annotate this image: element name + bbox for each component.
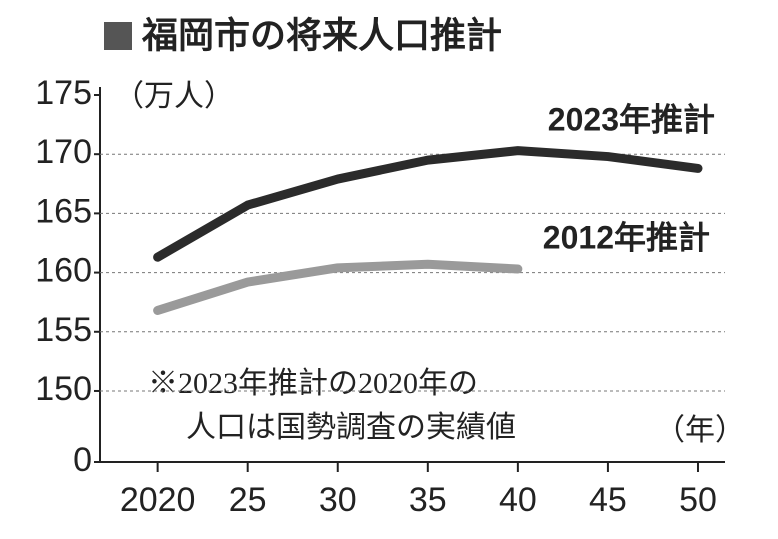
x-tick-label: 40 (499, 481, 537, 519)
y-tick-label: 0 (73, 441, 92, 479)
y-tick-label: 175 (35, 74, 92, 112)
title-icon (104, 22, 132, 50)
chart-title: 福岡市の将来人口推計 (141, 15, 502, 56)
line-series (153, 259, 523, 315)
y-axis-label: （万人） (114, 80, 234, 113)
line-series (153, 146, 703, 262)
series-label: 2012年推計 (543, 219, 710, 255)
y-tick-label: 165 (35, 192, 92, 230)
x-tick-label: 30 (319, 481, 357, 519)
y-tick-label: 160 (35, 252, 92, 290)
x-axis-label: （年） (655, 414, 745, 447)
annotation: ※2023年推計の2020年の (148, 367, 478, 400)
x-tick-label: 35 (409, 481, 447, 519)
y-tick-label: 170 (35, 133, 92, 171)
x-tick-label: 25 (229, 481, 267, 519)
x-tick-label: 50 (679, 481, 717, 519)
annotation: 人口は国勢調査の実績値 (186, 411, 516, 444)
y-tick-label: 155 (35, 311, 92, 349)
y-tick-label: 150 (35, 370, 92, 408)
x-tick-label: 45 (589, 481, 627, 519)
x-tick-label: 2020 (120, 481, 196, 519)
series-label: 2023年推計 (548, 101, 715, 137)
